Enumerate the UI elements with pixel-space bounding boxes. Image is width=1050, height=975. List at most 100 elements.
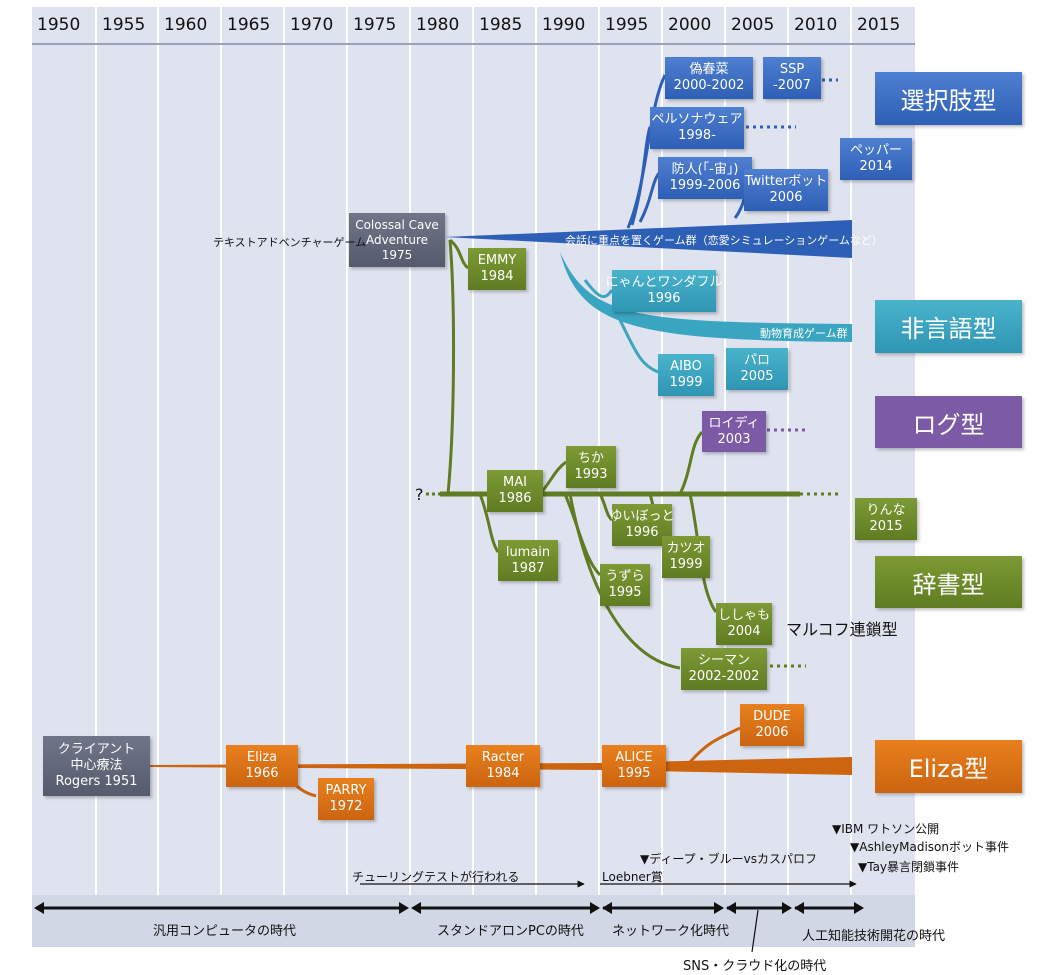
year-1980: 1980 [416, 15, 460, 35]
event-tay: ▼Tay暴言閉鎖事件 [858, 860, 960, 874]
emmy-branch [448, 238, 470, 270]
arrowhead-1 [34, 902, 44, 914]
box-colossal-line1: Colossal Cave [355, 217, 439, 232]
box-seaman-name: シーマン [697, 653, 750, 668]
box-dude-name: DUDE [753, 709, 791, 724]
seaman-branch [568, 493, 681, 670]
arrowhead-9 [794, 902, 804, 914]
year-1960: 1960 [164, 15, 208, 35]
box-parry: PARRY 1972 [318, 778, 374, 820]
box-seaman: シーマン 2002-2002 [681, 648, 767, 690]
event-turing: チューリングテストが行われる [352, 870, 520, 884]
box-chika-year: 1993 [574, 467, 608, 482]
type-log: ログ型 [875, 396, 1022, 448]
box-racter-year: 1984 [486, 766, 520, 781]
box-chika-name: ちか [577, 451, 604, 466]
arrowhead-3 [411, 902, 421, 914]
box-katsuo: カツオ 1999 [662, 536, 710, 578]
type-dictionary: 辞書型 [875, 556, 1022, 608]
box-katsuo-year: 1999 [669, 557, 703, 572]
box-racter: Racter 1984 [466, 745, 540, 787]
year-1970: 1970 [290, 15, 334, 35]
column-1960 [159, 7, 220, 947]
arrowhead-10 [854, 902, 864, 914]
label-question: ? [415, 485, 424, 504]
uzura-branch [563, 493, 602, 577]
box-mai-name: MAI [503, 475, 527, 490]
box-pepper-name: ペッパー [849, 143, 902, 158]
box-roidi: ロイディ 2003 [702, 411, 766, 452]
box-lumain: lumain 1987 [498, 540, 558, 581]
year-2010: 2010 [794, 15, 838, 35]
box-paro: パロ 2005 [726, 348, 788, 390]
box-rinna: りんな 2015 [855, 498, 917, 540]
era-mainframe: 汎用コンピュータの時代 [153, 924, 297, 939]
box-twitterbot-year: 2006 [769, 190, 803, 205]
year-2005: 2005 [731, 15, 775, 35]
type-choice: 選択肢型 [875, 72, 1022, 125]
box-eliza: Eliza 1966 [226, 745, 298, 787]
column-1980 [411, 7, 472, 947]
box-roidi-name: ロイディ [708, 415, 760, 431]
box-parry-name: PARRY [325, 783, 367, 798]
dude-branch [688, 726, 741, 764]
sns-pointer [751, 909, 759, 953]
year-1995: 1995 [605, 15, 649, 35]
box-ssp-name: SSP [779, 62, 805, 77]
box-paro-year: 2005 [740, 369, 774, 384]
box-persona: ペルソナウェア 1998- [650, 107, 744, 149]
box-bojin: 防人(｢-宙｣) 1999-2006 [658, 157, 752, 199]
box-pepper: ペッパー 2014 [840, 138, 912, 180]
year-1990: 1990 [542, 15, 586, 35]
lumain-branch [478, 493, 500, 553]
arrowhead-5 [602, 902, 612, 914]
event-loebner: Loebner賞 [602, 870, 663, 884]
box-aibo: AIBO 1999 [658, 354, 714, 396]
box-uzura-name: うずら [605, 569, 645, 584]
box-alice-year: 1995 [617, 766, 651, 781]
yuibot-branch [598, 493, 614, 522]
box-paro-name: パロ [743, 353, 770, 368]
year-header: 1950 1955 1960 1965 1970 1975 1980 1985 … [32, 7, 915, 43]
type-nonverbal: 非言語型 [875, 300, 1022, 353]
box-seaman-year: 2002-2002 [688, 669, 760, 684]
box-mai-year: 1986 [498, 491, 532, 506]
box-colossal: Colossal Cave Adventure 1975 [349, 213, 445, 267]
year-2015: 2015 [857, 15, 901, 35]
box-persona-name: ペルソナウェア [651, 112, 743, 127]
box-colossal-line2: Adventure [365, 232, 429, 247]
label-pet-games: 動物育成ゲーム群 [760, 327, 848, 340]
box-nyan-year: 1996 [647, 291, 681, 306]
event-ashley: ▼AshleyMadisonボット事件 [850, 840, 1009, 854]
box-bojin-year: 1999-2006 [669, 178, 741, 193]
box-client-line3: Rogers 1951 [55, 774, 138, 789]
label-text-adventure: テキストアドベンチャーゲーム [213, 236, 367, 249]
box-shishamo: ししゃも 2004 [716, 603, 772, 645]
box-uzura-year: 1995 [608, 585, 642, 600]
label-conversation-games: 会話に重点を置くゲーム群（恋愛シミュレーションゲームなど） [565, 234, 883, 247]
box-racter-name: Racter [481, 750, 525, 765]
box-nyan: にゃんとワンダフル 1996 [606, 270, 723, 312]
box-nisesyunsai-year: 2000-2002 [673, 78, 745, 93]
label-markov: マルコフ連鎖型 [786, 620, 898, 639]
box-nisesyunsai: 偽春菜 2000-2002 [665, 57, 753, 99]
box-parry-year: 1972 [329, 799, 363, 814]
box-lumain-name: lumain [505, 544, 551, 560]
column-2010 [789, 7, 850, 947]
year-2000: 2000 [668, 15, 712, 35]
arrowhead-7 [726, 902, 736, 914]
box-uzura: うずら 1995 [600, 564, 650, 606]
box-chika: ちか 1993 [566, 446, 616, 488]
box-bojin-name: 防人(｢-宙｣) [671, 162, 739, 177]
arrowhead-2 [399, 902, 409, 914]
box-roidi-year: 2003 [717, 431, 751, 447]
pet-games-wedge [560, 252, 852, 342]
era-band [32, 895, 915, 947]
box-twitterbot: Twitterボット 2006 [744, 169, 828, 211]
teal-branch-1 [583, 279, 614, 298]
green-trunk [446, 239, 456, 495]
era-network: ネットワーク化時代 [612, 924, 730, 939]
box-yuibot-name: ゆいぼっと [609, 509, 675, 524]
box-persona-year: 1998- [678, 128, 716, 143]
